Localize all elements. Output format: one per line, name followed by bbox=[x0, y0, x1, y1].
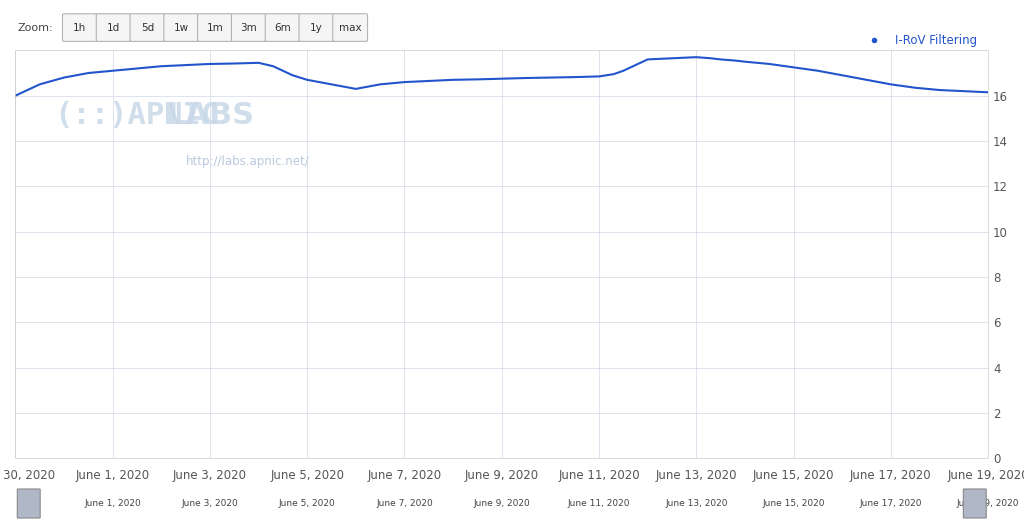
Text: http://labs.apnic.net/: http://labs.apnic.net/ bbox=[185, 155, 309, 167]
Text: 5d: 5d bbox=[141, 23, 154, 32]
Text: 1h: 1h bbox=[74, 23, 86, 32]
Text: June 7, 2020: June 7, 2020 bbox=[376, 499, 433, 508]
Text: June 13, 2020: June 13, 2020 bbox=[665, 499, 728, 508]
Text: June 1, 2020: June 1, 2020 bbox=[84, 499, 141, 508]
FancyBboxPatch shape bbox=[964, 489, 986, 518]
Text: max: max bbox=[339, 23, 361, 32]
Text: LABS: LABS bbox=[166, 101, 254, 130]
Text: Zoom:: Zoom: bbox=[17, 23, 53, 32]
Text: June 17, 2020: June 17, 2020 bbox=[859, 499, 923, 508]
Text: 6m: 6m bbox=[274, 23, 291, 32]
Text: June 9, 2020: June 9, 2020 bbox=[473, 499, 530, 508]
Text: June 19, 2020: June 19, 2020 bbox=[956, 499, 1020, 508]
Text: 1m: 1m bbox=[207, 23, 223, 32]
FancyBboxPatch shape bbox=[17, 489, 40, 518]
Text: 3m: 3m bbox=[241, 23, 257, 32]
Text: 1w: 1w bbox=[174, 23, 188, 32]
Text: June 15, 2020: June 15, 2020 bbox=[762, 499, 825, 508]
Text: (::)APNIC: (::)APNIC bbox=[54, 101, 219, 130]
Legend: I-RoV Filtering: I-RoV Filtering bbox=[858, 30, 982, 52]
Text: June 5, 2020: June 5, 2020 bbox=[279, 499, 336, 508]
Text: 1d: 1d bbox=[108, 23, 120, 32]
Text: June 11, 2020: June 11, 2020 bbox=[567, 499, 631, 508]
Text: 1y: 1y bbox=[310, 23, 323, 32]
Text: June 3, 2020: June 3, 2020 bbox=[181, 499, 239, 508]
